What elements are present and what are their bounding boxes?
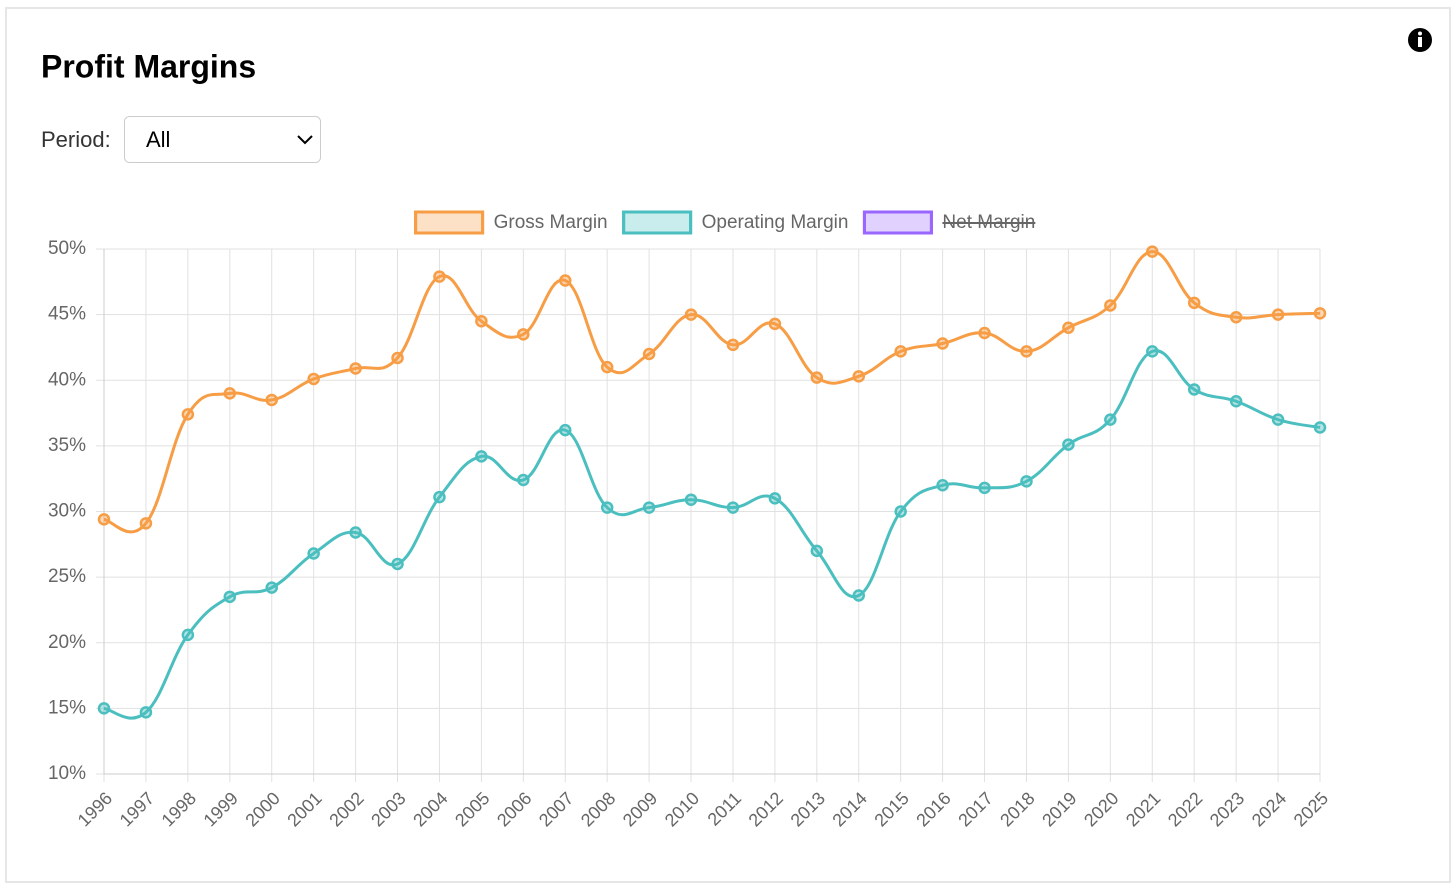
data-point xyxy=(391,557,404,571)
data-point xyxy=(307,372,320,386)
data-point xyxy=(517,473,530,487)
y-tick-label: 50% xyxy=(48,238,86,259)
data-point xyxy=(307,547,320,560)
y-tick-label: 15% xyxy=(48,697,86,718)
data-point xyxy=(97,702,111,715)
data-point xyxy=(139,706,153,719)
data-point xyxy=(1104,413,1117,426)
legend-swatch xyxy=(414,210,485,235)
data-point xyxy=(768,492,782,505)
data-point xyxy=(1187,383,1201,396)
data-point xyxy=(726,338,740,352)
data-point xyxy=(223,387,237,400)
data-point xyxy=(97,513,111,526)
data-point xyxy=(852,370,866,383)
data-point xyxy=(265,581,278,594)
data-point xyxy=(1062,321,1075,334)
series-line xyxy=(103,250,1321,534)
data-point xyxy=(810,544,824,558)
period-label: Period: xyxy=(41,127,111,152)
y-tick-label: 10% xyxy=(48,763,86,784)
data-point xyxy=(768,317,782,331)
data-point xyxy=(684,493,698,506)
info-icon[interactable] xyxy=(1408,28,1432,52)
data-point xyxy=(1020,475,1033,488)
data-point xyxy=(223,590,237,604)
title: Profit Margins xyxy=(41,48,256,84)
data-point xyxy=(433,490,446,504)
data-point xyxy=(642,347,656,361)
legend-swatch-border xyxy=(622,210,693,235)
data-point xyxy=(894,505,907,518)
y-tick-label: 25% xyxy=(48,566,86,587)
data-point xyxy=(1271,413,1285,426)
data-point xyxy=(1313,307,1327,320)
data-point xyxy=(642,501,656,514)
data-point xyxy=(181,408,195,421)
data-point xyxy=(1020,345,1033,358)
data-point xyxy=(265,393,278,407)
data-point xyxy=(1062,438,1075,451)
data-point xyxy=(600,360,614,374)
data-point xyxy=(475,314,488,328)
y-tick-label: 40% xyxy=(48,369,86,390)
data-point xyxy=(181,628,195,642)
data-point xyxy=(139,517,153,530)
data-point xyxy=(558,274,572,287)
data-point xyxy=(978,481,991,495)
data-point xyxy=(349,526,362,539)
data-point xyxy=(475,450,488,463)
data-point xyxy=(978,326,991,340)
data-point xyxy=(1104,299,1117,312)
y-tick-label: 20% xyxy=(48,632,86,653)
legend-label: Gross Margin xyxy=(494,212,608,233)
data-point xyxy=(391,351,404,365)
data-point xyxy=(684,308,698,321)
data-point xyxy=(1187,296,1201,310)
data-point xyxy=(433,270,446,283)
data-point xyxy=(894,345,907,358)
legend-swatch-border xyxy=(862,210,933,235)
data-point xyxy=(936,479,949,492)
legend-swatch-border xyxy=(414,210,485,235)
data-point xyxy=(726,501,740,514)
data-point xyxy=(852,589,866,602)
legend-swatch xyxy=(862,210,933,235)
data-point xyxy=(1229,395,1243,408)
data-point xyxy=(349,362,362,375)
data-point xyxy=(558,423,572,437)
y-tick-label: 45% xyxy=(48,304,86,325)
data-point xyxy=(517,328,530,341)
data-point xyxy=(810,371,824,384)
data-point xyxy=(1229,311,1243,324)
data-point xyxy=(1271,308,1285,321)
data-point xyxy=(936,337,949,350)
period-value: All xyxy=(146,127,170,152)
period-select[interactable]: All xyxy=(124,116,321,163)
y-tick-label: 35% xyxy=(48,435,86,456)
data-point xyxy=(1313,421,1327,434)
data-point xyxy=(1146,245,1159,258)
legend-swatch xyxy=(622,210,693,235)
legend-label: Operating Margin xyxy=(702,212,849,233)
data-point xyxy=(600,501,614,514)
data-point xyxy=(1146,345,1159,358)
y-tick-label: 30% xyxy=(48,501,86,522)
